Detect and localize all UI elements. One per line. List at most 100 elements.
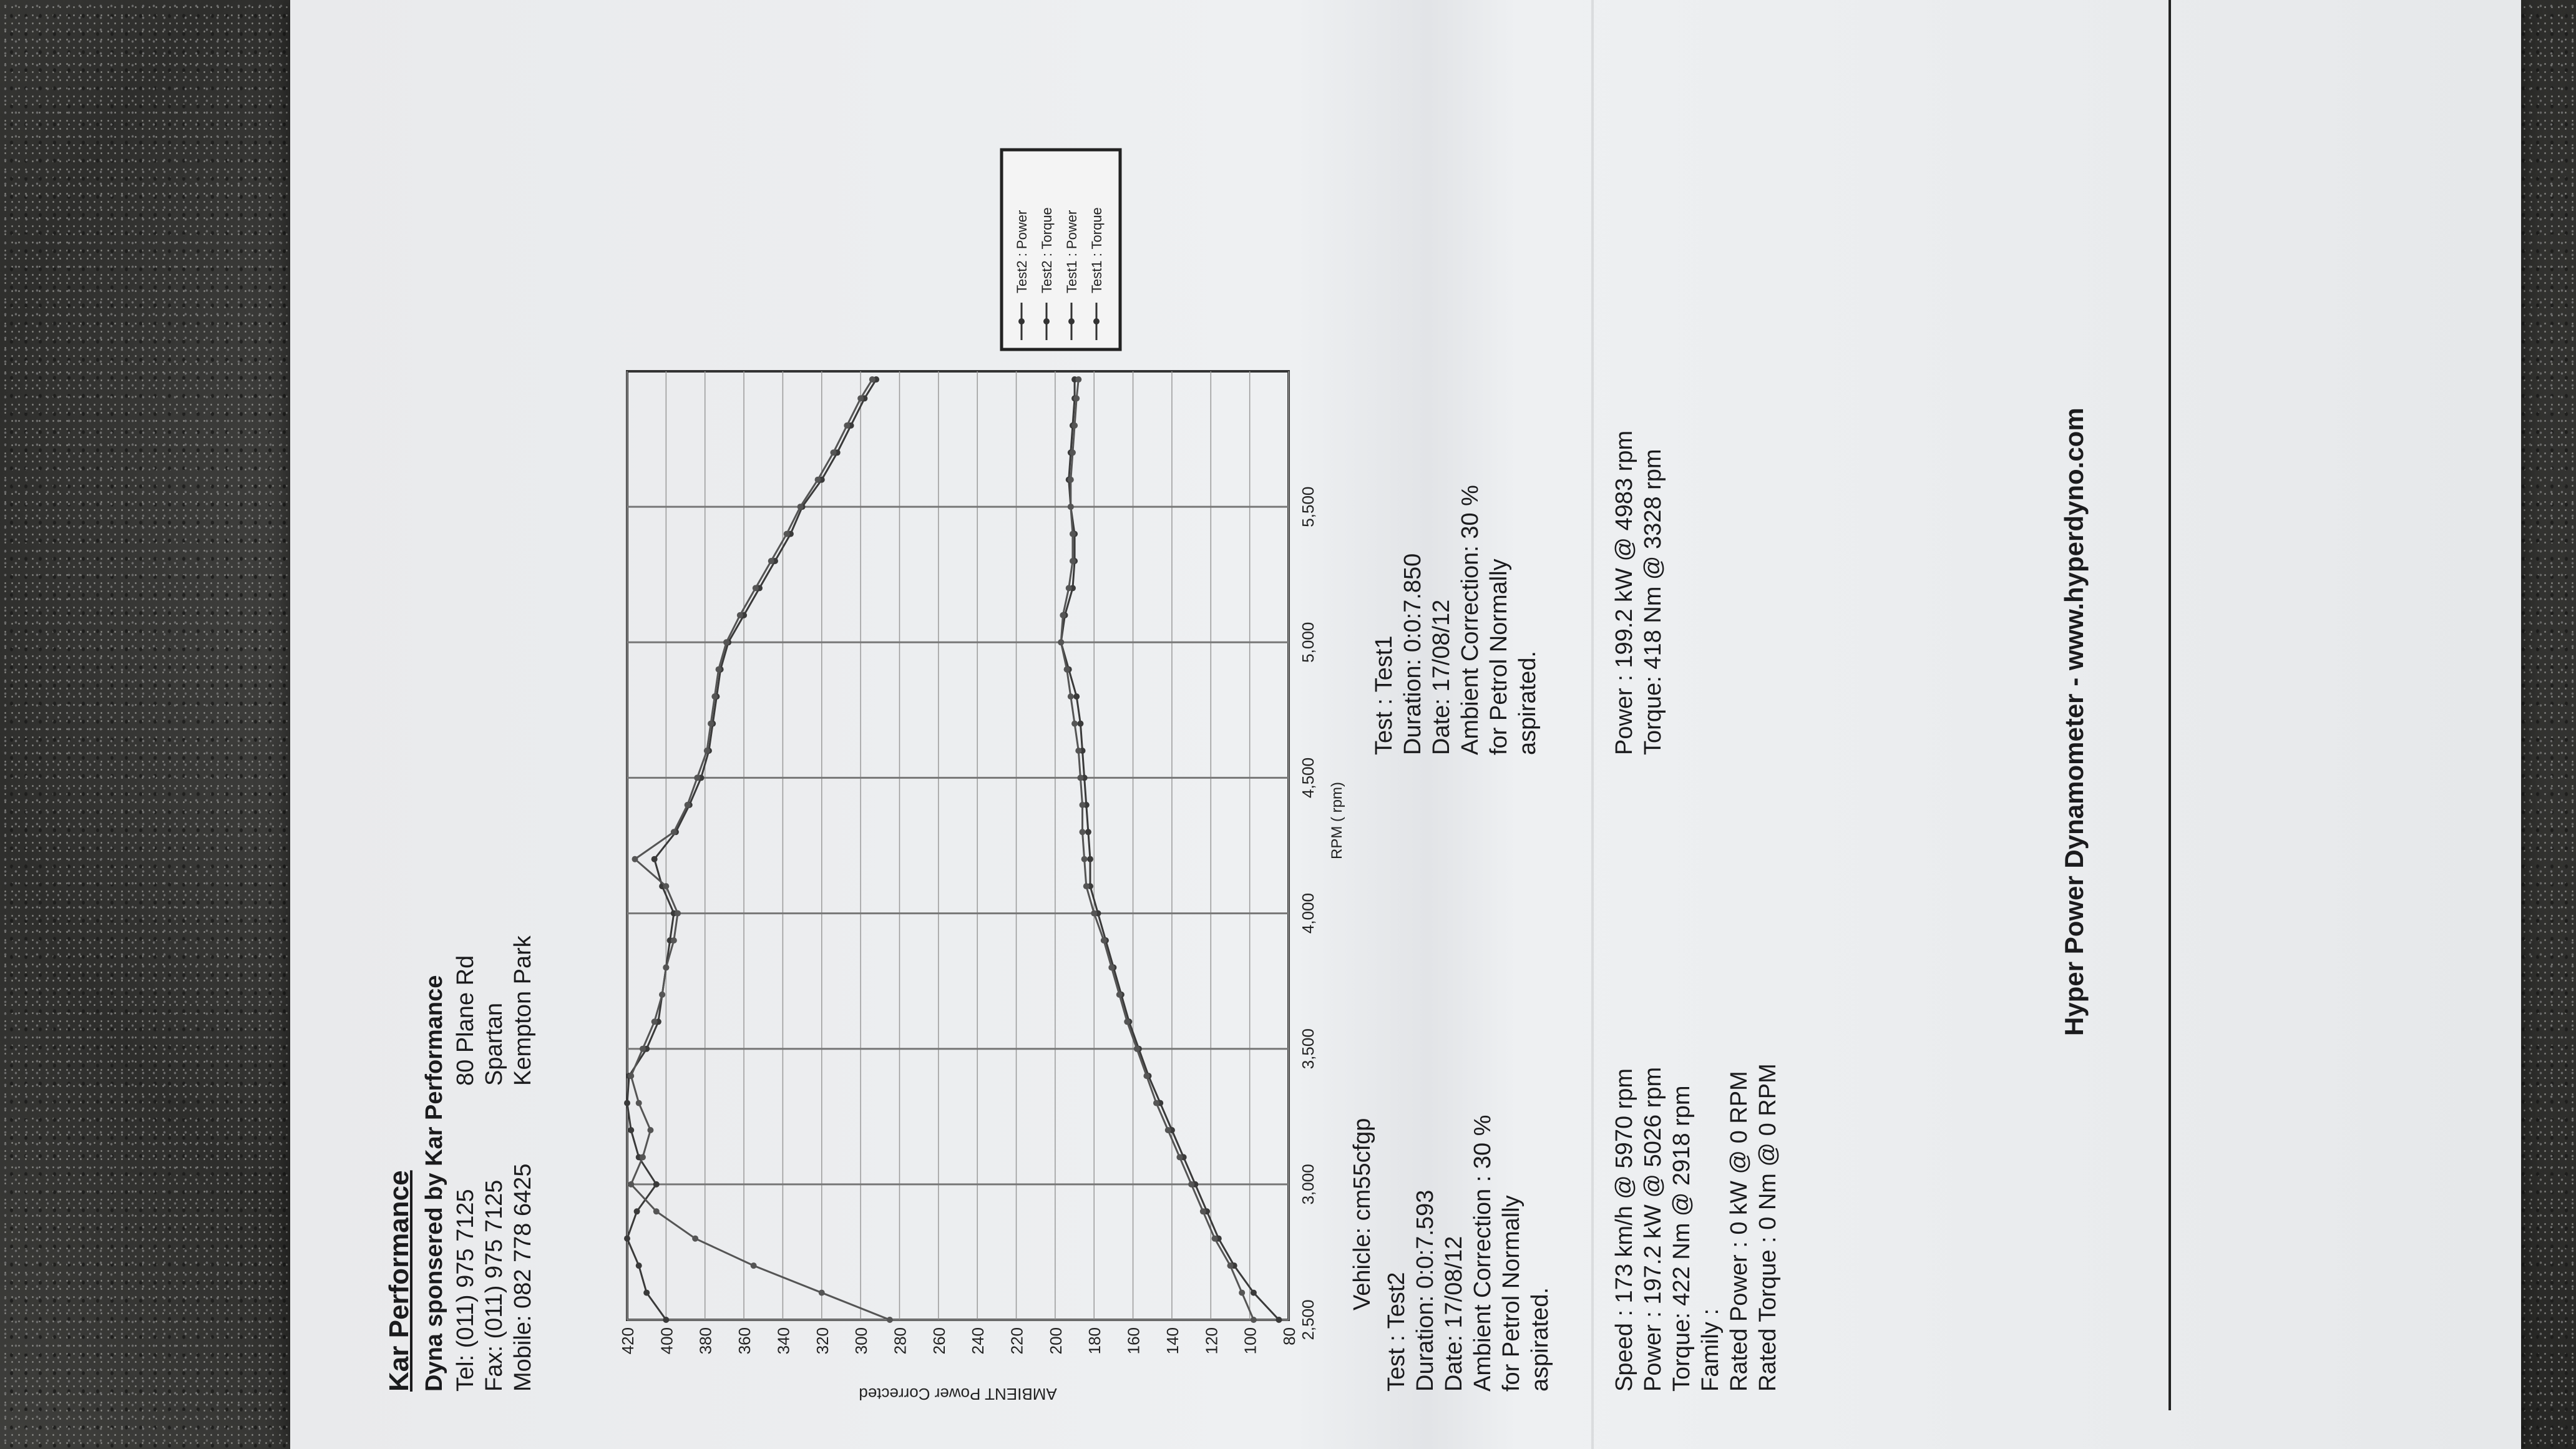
test2-correction: Ambient Correction : 30 % — [1470, 1115, 1496, 1392]
vehicle-line: Vehicle: cm55cfgp — [1349, 1118, 1375, 1310]
y-tick-label: 320 — [813, 1327, 832, 1354]
series-2-point — [651, 856, 658, 862]
series-3-point — [1075, 748, 1082, 754]
legend-marker — [1093, 318, 1100, 324]
test2-rated-torque: Rated Torque : 0 Nm @ 0 RPM — [1755, 1063, 1781, 1392]
series-3-point — [1060, 612, 1066, 618]
series-4-point — [711, 693, 718, 700]
series-4-point — [653, 1208, 660, 1215]
series-3-point — [1176, 1154, 1183, 1161]
x-tick-label: 3,000 — [1299, 1164, 1317, 1204]
legend-item: Test1 : Torque — [1089, 207, 1105, 293]
series-4-point — [703, 748, 710, 754]
series-3-point — [1073, 395, 1080, 402]
series-4-point — [752, 585, 759, 592]
series-3-point — [1058, 639, 1065, 646]
series-4-point — [750, 1262, 757, 1269]
series-4-point — [797, 504, 804, 510]
series-3-point — [1227, 1262, 1234, 1269]
series-3-point — [1067, 476, 1074, 483]
test2-speed: Speed : 173 km/h @ 5970 rpm — [1611, 1068, 1637, 1392]
test2-aspiration: aspirated. — [1527, 1287, 1553, 1392]
series-3-point — [1069, 449, 1076, 456]
y-tick-label: 260 — [930, 1327, 949, 1354]
series-3-point — [1081, 856, 1088, 862]
test2-info: Test : Test2 Duration: 0:0:7.593 Date: 1… — [1382, 1115, 1554, 1392]
series-4-point — [692, 1235, 699, 1242]
y-tick-label: 280 — [890, 1327, 909, 1354]
series-1-point — [1085, 829, 1091, 836]
series-4-point — [830, 449, 837, 456]
series-2-point — [643, 1289, 650, 1296]
series-3-point — [1143, 1073, 1150, 1080]
series-4-point — [736, 612, 743, 618]
series-3-point — [1071, 720, 1078, 727]
series-4-point — [632, 856, 638, 862]
series-4-point — [639, 1154, 646, 1161]
test1-power: Power : 199.2 kW @ 4983 rpm — [1611, 430, 1637, 755]
series-3-point — [1124, 1018, 1131, 1025]
series-3-point — [1133, 1045, 1140, 1052]
series-4-point — [635, 1100, 642, 1106]
series-3-point — [1100, 937, 1107, 944]
test1-fuel: for Petrol Normally — [1486, 559, 1512, 755]
test1-correction: Ambient Correction: 30 % — [1457, 485, 1483, 755]
series-1-point — [1077, 720, 1084, 727]
series-3-point — [1091, 910, 1098, 917]
series-3-point — [1188, 1181, 1195, 1188]
series-4-point — [628, 1181, 635, 1188]
series-4-point — [723, 639, 729, 646]
series-4-point — [659, 991, 666, 998]
series-3-point — [1071, 422, 1078, 429]
series-4-point — [670, 829, 677, 836]
series-3-point — [1164, 1127, 1171, 1133]
x-tick-label: 2,500 — [1299, 1299, 1317, 1340]
series-4-point — [647, 1127, 654, 1133]
series-3-point — [1083, 883, 1090, 890]
test1-duration: Duration: 0:0:7.850 — [1400, 553, 1426, 755]
test1-results: Power : 199.2 kW @ 4983 rpm Torque: 418 … — [1610, 431, 1667, 755]
y-tick-label: 220 — [1008, 1327, 1027, 1354]
legend-item: Test2 : Power — [1014, 210, 1030, 293]
series-4-point — [651, 1018, 658, 1025]
test2-power: Power : 197.2 kW @ 5026 rpm — [1640, 1066, 1666, 1392]
test1-info: Test : Test1 Duration: 0:0:7.850 Date: 1… — [1370, 485, 1542, 755]
legend-item: Test2 : Torque — [1039, 207, 1055, 293]
x-axis-label: RPM ( rpm) — [1329, 782, 1345, 859]
y-tick-label: 100 — [1241, 1327, 1260, 1354]
x-tick-label: 5,000 — [1299, 622, 1317, 663]
series-3-point — [1250, 1317, 1257, 1323]
series-4-point — [694, 774, 701, 781]
series-3-point — [1069, 530, 1076, 537]
series-4-point — [670, 937, 677, 944]
y-tick-label: 160 — [1125, 1327, 1143, 1354]
series-1-point — [1276, 1317, 1282, 1323]
test2-rated-power: Rated Power : 0 kW @ 0 RPM — [1726, 1071, 1752, 1392]
series-3-point — [1067, 504, 1074, 510]
y-tick-label: 360 — [735, 1327, 754, 1354]
test2-name: Test : Test2 — [1383, 1272, 1410, 1392]
series-4-point — [715, 666, 722, 673]
x-tick-label: 4,000 — [1299, 893, 1317, 934]
test1-date: Date: 17/08/12 — [1428, 599, 1455, 755]
y-tick-label: 240 — [968, 1327, 987, 1354]
series-4-point — [768, 558, 774, 564]
series-line-3 — [1060, 379, 1255, 1320]
series-4-point — [663, 883, 670, 890]
series-3-point — [1065, 585, 1072, 592]
rotated-printout: Kar Performance Dyna sponsered by Kar Pe… — [334, 0, 2331, 1410]
test1-torque: Torque: 418 Nm @ 3328 rpm — [1640, 449, 1666, 755]
test1-aspiration: aspirated. — [1515, 651, 1541, 755]
series-4-point — [663, 964, 670, 971]
series-2-point — [628, 1127, 635, 1133]
series-1-point — [1073, 693, 1080, 700]
legend-marker — [1068, 318, 1075, 324]
series-3-point — [1239, 1289, 1246, 1296]
footer-text: Hyper Power Dynamometer - www.hyperdyno.… — [2059, 407, 2089, 1036]
x-tick-label: 3,500 — [1299, 1028, 1317, 1069]
test2-torque: Torque: 422 Nm @ 2918 rpm — [1669, 1085, 1695, 1392]
y-tick-label: 380 — [696, 1327, 715, 1354]
series-line-2 — [626, 379, 877, 1320]
series-2-point — [635, 1262, 642, 1269]
series-3-point — [1063, 666, 1070, 673]
